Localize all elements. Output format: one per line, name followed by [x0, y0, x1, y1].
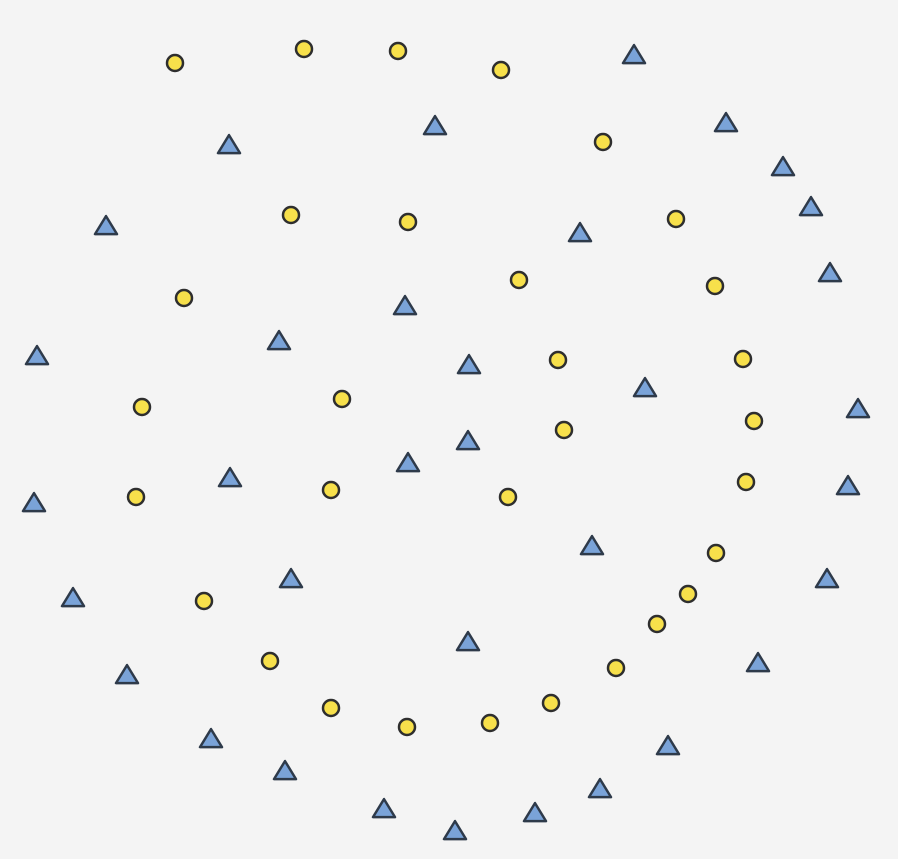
- triangle-point-14: [845, 397, 871, 419]
- triangle-point-26: [114, 663, 140, 685]
- circle-point-24: [647, 614, 667, 634]
- triangle-point-9: [392, 294, 418, 316]
- triangle-point-24: [455, 630, 481, 652]
- circle-point-27: [321, 698, 341, 718]
- triangle-point-31: [371, 797, 397, 819]
- circle-point-17: [126, 487, 146, 507]
- triangle-point-17: [217, 466, 243, 488]
- triangle-point-22: [814, 567, 840, 589]
- circle-point-16: [744, 411, 764, 431]
- circle-point-14: [332, 389, 352, 409]
- circle-point-26: [606, 658, 626, 678]
- triangle-point-11: [24, 344, 50, 366]
- circle-point-2: [388, 41, 408, 61]
- triangle-point-30: [587, 777, 613, 799]
- triangle-point-2: [713, 111, 739, 133]
- triangle-point-8: [817, 261, 843, 283]
- circle-point-10: [705, 276, 725, 296]
- triangle-point-15: [455, 429, 481, 451]
- triangle-point-1: [422, 114, 448, 136]
- triangle-point-23: [60, 586, 86, 608]
- triangle-point-27: [655, 734, 681, 756]
- circle-point-1: [294, 39, 314, 59]
- circle-point-8: [174, 288, 194, 308]
- triangle-point-18: [21, 491, 47, 513]
- triangle-point-16: [395, 451, 421, 473]
- circle-point-19: [498, 487, 518, 507]
- circle-point-28: [541, 693, 561, 713]
- circle-point-15: [554, 420, 574, 440]
- triangle-point-3: [216, 133, 242, 155]
- triangle-point-21: [278, 567, 304, 589]
- circle-point-0: [165, 53, 185, 73]
- circle-point-3: [491, 60, 511, 80]
- circle-point-20: [736, 472, 756, 492]
- circle-point-13: [132, 397, 152, 417]
- circle-point-30: [480, 713, 500, 733]
- triangle-point-12: [456, 353, 482, 375]
- triangle-point-0: [621, 43, 647, 65]
- triangle-point-25: [745, 651, 771, 673]
- triangle-point-28: [198, 727, 224, 749]
- circle-point-29: [397, 717, 417, 737]
- circle-point-12: [733, 349, 753, 369]
- triangle-point-32: [522, 801, 548, 823]
- triangle-point-19: [835, 474, 861, 496]
- circle-point-21: [706, 543, 726, 563]
- circle-point-7: [666, 209, 686, 229]
- circle-point-23: [678, 584, 698, 604]
- triangle-point-5: [798, 195, 824, 217]
- triangle-point-6: [93, 214, 119, 236]
- triangle-point-29: [272, 759, 298, 781]
- circle-point-25: [260, 651, 280, 671]
- circle-point-22: [194, 591, 214, 611]
- triangle-point-4: [770, 155, 796, 177]
- circle-point-6: [398, 212, 418, 232]
- triangle-point-7: [567, 221, 593, 243]
- circle-point-9: [509, 270, 529, 290]
- triangle-point-13: [632, 376, 658, 398]
- circle-point-4: [593, 132, 613, 152]
- circle-point-11: [548, 350, 568, 370]
- circle-point-5: [281, 205, 301, 225]
- triangle-point-20: [579, 534, 605, 556]
- triangle-point-10: [266, 329, 292, 351]
- circle-point-18: [321, 480, 341, 500]
- triangle-point-33: [442, 819, 468, 841]
